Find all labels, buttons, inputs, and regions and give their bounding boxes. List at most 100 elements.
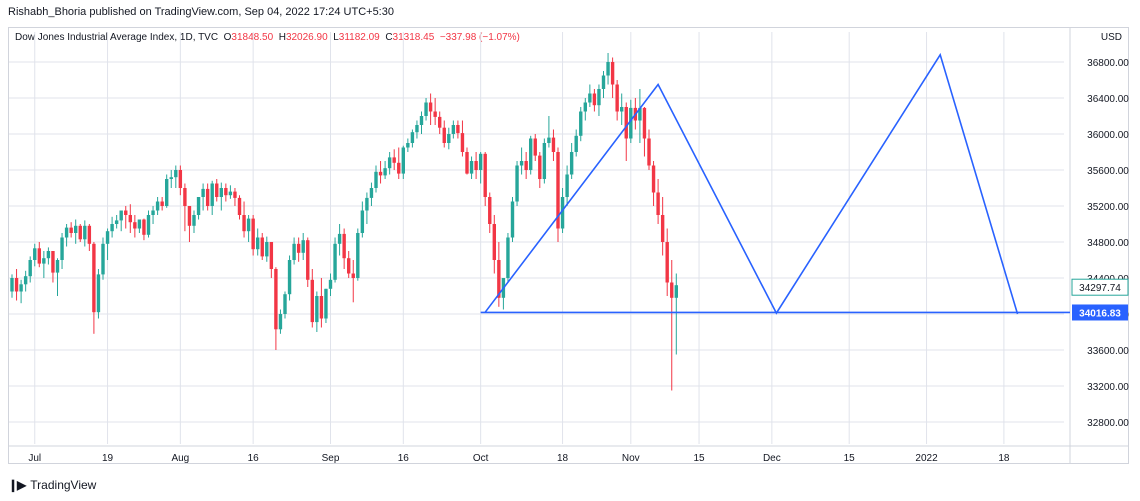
candle-body (397, 162, 401, 174)
open-label: O (223, 32, 232, 43)
candle-body (301, 240, 305, 253)
candle-body (647, 138, 651, 166)
high-label: H (278, 32, 286, 43)
candle-body (433, 111, 437, 117)
candle-body (210, 183, 214, 206)
candle-body (615, 84, 619, 112)
candle-body (451, 125, 456, 134)
candle-body (169, 177, 173, 179)
candle-body (438, 116, 442, 128)
candle-body (14, 278, 19, 292)
y-tick-label: 36000.00 (1087, 130, 1129, 141)
candle-body (419, 116, 424, 125)
candle-body (133, 222, 137, 229)
candle-body (383, 168, 387, 176)
candle-body (315, 296, 319, 323)
candle-body (187, 206, 192, 226)
candle-body (428, 102, 433, 112)
candle-body (469, 161, 474, 174)
candle-body (333, 243, 337, 280)
candle-body (92, 243, 96, 313)
candle-body (151, 210, 155, 215)
chart-legend: Dow Jones Industrial Average Index, 1D, … (15, 32, 520, 43)
candle-body (155, 201, 160, 211)
candle-body (488, 197, 492, 224)
candle-body (37, 248, 41, 264)
current-price-label: 34297.74 (1079, 283, 1121, 294)
candle-body (492, 224, 496, 260)
candle-body (178, 170, 183, 188)
candle-body (278, 314, 283, 330)
x-tick-label: Jul (28, 453, 41, 464)
candle-body (228, 191, 233, 196)
candle-body (583, 102, 587, 112)
candle-body (242, 215, 246, 232)
candle-body (660, 215, 665, 242)
candle-body (87, 225, 92, 244)
candle-body (137, 219, 142, 229)
candle-body (114, 220, 119, 224)
candle-body (174, 170, 178, 178)
footer: ❙▶ TradingView (8, 478, 96, 492)
candle-body (142, 219, 146, 235)
candle-body (328, 279, 333, 289)
x-tick-label: 16 (398, 453, 410, 464)
candle-body (165, 179, 169, 206)
candle-body (356, 233, 360, 278)
candle-body (283, 294, 287, 314)
candle-body (19, 284, 23, 292)
candle-body (460, 133, 465, 152)
candle-body (110, 224, 114, 232)
candle-body (192, 215, 196, 226)
candle-body (588, 93, 592, 103)
candle-body (465, 152, 469, 174)
candle-body (406, 143, 410, 148)
candle-body (42, 258, 46, 264)
candle-body (205, 188, 210, 206)
candle-body (119, 210, 123, 221)
candle-body (319, 296, 324, 319)
x-tick-label: 15 (693, 453, 705, 464)
pattern-drawing-line (484, 52, 1019, 315)
candle-body (442, 127, 446, 143)
candle-body (287, 260, 292, 295)
candle-body (624, 107, 628, 139)
candle-body (183, 188, 187, 206)
candle-body (642, 107, 647, 139)
candle-body (265, 242, 269, 257)
candle-body (306, 240, 310, 280)
candle-body (33, 248, 37, 260)
x-tick-label: 18 (998, 453, 1010, 464)
candle-body (519, 161, 524, 166)
candle-body (251, 218, 255, 250)
candle-body (215, 183, 219, 197)
candle-body (474, 161, 478, 170)
neckline-price-label: 34016.83 (1079, 308, 1121, 319)
x-tick-label: Nov (622, 453, 640, 464)
candle-body (128, 215, 132, 223)
neckline-price-box (1072, 304, 1128, 321)
low-value: 31182.09 (338, 32, 380, 43)
x-tick-label: Dec (763, 453, 781, 464)
candle-body (64, 227, 69, 238)
x-tick-label: 16 (248, 453, 260, 464)
candle-body (456, 125, 460, 134)
candle-body (533, 138, 537, 156)
candle-body (497, 260, 501, 298)
candle-body (96, 274, 101, 313)
candle-body (292, 243, 296, 260)
candle-body (347, 258, 351, 274)
candle-body (478, 153, 483, 170)
candle-body (310, 279, 314, 323)
candle-body (392, 157, 396, 163)
current-price-box (1071, 278, 1129, 296)
candle-body (74, 225, 78, 233)
candle-body (369, 188, 374, 198)
candle-body (538, 155, 542, 179)
candle-body (365, 197, 369, 211)
x-tick-label: 15 (844, 453, 856, 464)
candle-body (296, 243, 301, 253)
candle-body (529, 138, 533, 170)
candle-body (124, 210, 128, 215)
